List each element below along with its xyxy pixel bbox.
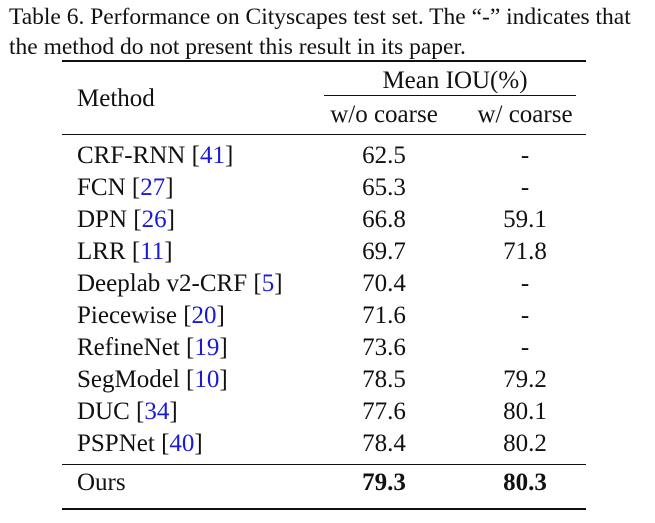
- bottom-rule: [62, 508, 586, 510]
- method-label: Piecewise: [77, 302, 177, 329]
- table-row: Deeplab v2-CRF [5] 70.4 -: [62, 268, 586, 300]
- table-row-ours: Ours 79.3 80.3: [62, 467, 586, 499]
- value-without-coarse: 79.3: [362, 469, 406, 496]
- header-without-coarse: w/o coarse: [330, 101, 438, 128]
- method-label: SegModel: [77, 366, 180, 393]
- value-with-coarse: -: [520, 174, 530, 201]
- header-method: Method: [77, 85, 155, 112]
- value-without-coarse: 78.5: [362, 366, 406, 393]
- value-with-coarse: 79.2: [503, 366, 547, 393]
- table-row: DPN [26] 66.8 59.1: [62, 204, 586, 236]
- header-with-coarse: w/ coarse: [477, 101, 573, 128]
- value-with-coarse: -: [520, 302, 530, 329]
- value-with-coarse: 80.3: [503, 469, 547, 496]
- method-name: RefineNet [19]: [77, 334, 228, 361]
- table-row: FCN [27] 65.3 -: [62, 172, 586, 204]
- value-without-coarse: 73.6: [362, 334, 406, 361]
- header-rule: [62, 134, 586, 136]
- citation-link[interactable]: 20: [191, 302, 217, 329]
- citation-link[interactable]: 19: [194, 334, 220, 361]
- value-without-coarse: 62.5: [362, 142, 406, 169]
- header-group-rule: [324, 95, 576, 97]
- value-without-coarse: 71.6: [362, 302, 406, 329]
- citation-link[interactable]: 11: [140, 238, 165, 265]
- table-row: SegModel [10] 78.5 79.2: [62, 364, 586, 396]
- value-without-coarse: 65.3: [362, 174, 406, 201]
- citation-link[interactable]: 41: [199, 142, 225, 169]
- method-name: DUC [34]: [77, 398, 178, 425]
- table-row: CRF-RNN [41] 62.5 -: [62, 140, 586, 172]
- method-name: DPN [26]: [77, 206, 175, 233]
- method-label: RefineNet: [77, 334, 180, 361]
- method-label: DPN: [77, 206, 128, 233]
- citation-link[interactable]: 10: [194, 366, 220, 393]
- table-row: DUC [34] 77.6 80.1: [62, 396, 586, 428]
- method-label: LRR: [77, 238, 126, 265]
- value-with-coarse: -: [520, 142, 530, 169]
- table-row: LRR [11] 69.7 71.8: [62, 236, 586, 268]
- method-name: Deeplab v2-CRF [5]: [77, 270, 283, 297]
- method-name: SegModel [10]: [77, 366, 228, 393]
- method-label: FCN: [77, 174, 126, 201]
- table-row: RefineNet [19] 73.6 -: [62, 332, 586, 364]
- value-with-coarse: 59.1: [503, 206, 547, 233]
- citation-link[interactable]: 34: [144, 398, 170, 425]
- method-name: CRF-RNN [41]: [77, 142, 234, 169]
- citation-link[interactable]: 27: [140, 174, 166, 201]
- value-without-coarse: 77.6: [362, 398, 406, 425]
- table-row: Piecewise [20] 71.6 -: [62, 300, 586, 332]
- value-without-coarse: 66.8: [362, 206, 406, 233]
- value-without-coarse: 70.4: [362, 270, 406, 297]
- method-name: Piecewise [20]: [77, 302, 225, 329]
- table-row: PSPNet [40] 78.4 80.2: [62, 428, 586, 460]
- caption-line-1: Table 6. Performance on Cityscapes test …: [9, 4, 631, 30]
- method-label: CRF-RNN: [77, 142, 186, 169]
- citation-link[interactable]: 26: [141, 206, 167, 233]
- method-name: Ours: [77, 469, 126, 496]
- value-with-coarse: 71.8: [503, 238, 547, 265]
- value-without-coarse: 78.4: [362, 430, 406, 457]
- caption-line-2: the method do not present this result in…: [9, 34, 466, 60]
- value-with-coarse: -: [520, 270, 530, 297]
- method-label: Deeplab v2-CRF: [77, 270, 248, 297]
- ours-separator-rule: [62, 464, 586, 466]
- top-rule: [62, 60, 586, 62]
- method-name: LRR [11]: [77, 238, 173, 265]
- citation-link[interactable]: 5: [261, 270, 275, 297]
- table-caption: Table 6. Performance on Cityscapes test …: [9, 2, 649, 62]
- header-mean-iou: Mean IOU(%): [382, 67, 528, 94]
- value-with-coarse: 80.2: [503, 430, 547, 457]
- value-with-coarse: -: [520, 334, 530, 361]
- method-name: FCN [27]: [77, 174, 174, 201]
- value-without-coarse: 69.7: [362, 238, 406, 265]
- method-label: DUC: [77, 398, 130, 425]
- value-with-coarse: 80.1: [503, 398, 547, 425]
- method-name: PSPNet [40]: [77, 430, 203, 457]
- method-label: PSPNet: [77, 430, 155, 457]
- citation-link[interactable]: 40: [169, 430, 195, 457]
